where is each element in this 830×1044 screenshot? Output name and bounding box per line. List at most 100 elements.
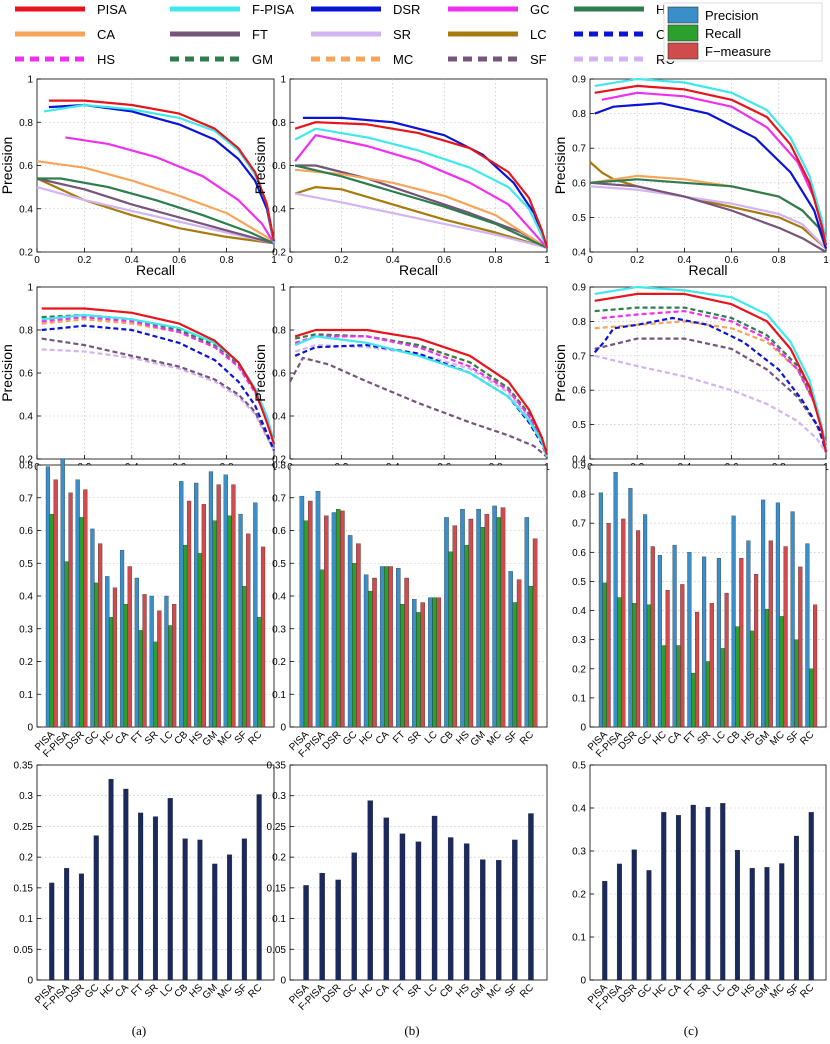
bar-gc-f-measure <box>650 546 655 728</box>
y-tick-label: 0.8 <box>19 461 33 472</box>
category-label: LC <box>423 729 440 746</box>
bar-sf-precision <box>508 571 513 728</box>
chart-pr2a: 0.20.40.60.8100.20.40.60.81RecallPrecisi… <box>0 283 277 486</box>
plot-frame <box>36 78 275 253</box>
bar-mc-recall <box>227 515 232 728</box>
bar-mc-precision <box>492 505 497 728</box>
bar-hc-f-measure <box>665 590 670 728</box>
bar-sr-f-measure <box>709 603 714 728</box>
bar-lc-precision <box>716 558 721 728</box>
series-line-dsr <box>594 102 828 249</box>
legend-label-gc: GC <box>530 2 550 17</box>
category-label: CA <box>374 729 392 747</box>
x-tick-label: 0.8 <box>489 255 503 266</box>
bar-hc-precision <box>363 574 369 728</box>
y-tick-label: 0.4 <box>572 606 586 617</box>
series-line-pisa <box>48 99 276 242</box>
category-label: RC <box>518 982 536 1000</box>
bar-ft-mae <box>399 833 406 981</box>
bar-ca-recall <box>384 566 389 728</box>
y-tick-label: 0.5 <box>572 577 586 588</box>
bar-lc-f-measure <box>172 604 177 728</box>
chart-pr1c: 0.4 0.5 0.6 0.7 0.8 0.9 0 0.2 0.4 0.6 0.8 1 Recall Pr… <box>552 75 829 279</box>
caption-a: (a) <box>132 1023 146 1038</box>
bar-dsr-precision <box>628 488 633 728</box>
bar-gm-precision <box>476 509 481 728</box>
bar-hs-f-measure <box>201 504 206 728</box>
bar-hc-recall <box>368 590 373 728</box>
series-line-gc <box>65 136 275 244</box>
bar-dsr-precision <box>75 479 80 728</box>
bar-cb-f-measure <box>186 500 192 728</box>
category-label: FT <box>391 982 407 998</box>
series-line-sr <box>589 185 827 250</box>
bar-cb-recall <box>183 545 188 728</box>
legend-label-dsr: DSR <box>393 2 420 17</box>
series-line-rc <box>41 348 275 451</box>
bar-ca-mae <box>383 817 390 981</box>
y-tick-label: 0.2 <box>572 890 586 901</box>
series-line-pisa <box>594 84 828 246</box>
bar-sf-f-measure <box>246 533 251 728</box>
y-tick-label: 0.7 <box>272 493 286 504</box>
bar-sr-precision <box>702 556 707 728</box>
bar-gc-precision <box>347 535 353 728</box>
caption-b: (b) <box>404 1023 419 1038</box>
y-tick-label: 0.5 <box>19 559 33 570</box>
y-tick-label: 0.5 <box>572 213 586 224</box>
bar-dsr-recall <box>79 517 84 728</box>
measure-swatch-f-measure <box>667 42 699 60</box>
bar-cb-recall <box>735 626 740 728</box>
series-line-sf <box>289 356 548 458</box>
y-tick-label: 0.2 <box>272 853 286 864</box>
bar-rc-mae <box>808 812 814 981</box>
bar-cb-precision <box>444 517 449 728</box>
bar-f-pisa-precision <box>60 458 65 728</box>
bar-cb-mae <box>182 838 188 981</box>
bar-sf-mae <box>793 835 799 981</box>
bar-hc-mae <box>661 812 667 981</box>
x-tick-label: 0.2 <box>334 255 348 266</box>
x-tick-label: 0.6 <box>437 255 451 266</box>
category-label: LC <box>423 982 440 999</box>
y-tick-label: 0.4 <box>272 412 286 423</box>
bar-ca-precision <box>672 544 677 728</box>
y-tick-label: 0.7 <box>572 144 586 155</box>
y-axis-label: Precision <box>0 344 15 402</box>
category-label: HS <box>454 982 472 1000</box>
bar-pisa-precision <box>598 492 603 728</box>
y-tick-label: 0.1 <box>272 914 286 925</box>
bar-sr-mae <box>152 816 158 981</box>
bar-ca-precision <box>119 549 125 728</box>
x-tick-label: 1 <box>823 255 829 266</box>
bar-dsr-recall <box>632 603 637 728</box>
series-line-hc <box>37 177 275 245</box>
chart-prf-a: 00.10.20.30.40.50.60.70.8PISAF-PISADSRGC… <box>19 458 275 760</box>
y-tick-label: 0.9 <box>572 461 586 472</box>
bar-lc-mae <box>720 803 726 981</box>
category-label: CB <box>438 982 456 1000</box>
y-tick-label: 0 <box>580 976 586 987</box>
y-axis-label: Precision <box>252 137 268 195</box>
bar-lc-f-measure <box>436 597 442 728</box>
y-tick-label: 0.6 <box>572 386 586 397</box>
y-tick-label: 0.4 <box>572 804 586 815</box>
bar-gc-precision <box>643 514 648 728</box>
plot-frame <box>589 78 827 253</box>
bar-rc-f-measure <box>813 604 818 728</box>
bar-dsr-f-measure <box>83 489 88 728</box>
bar-pisa-f-measure <box>606 523 611 728</box>
bar-cb-precision <box>731 515 736 728</box>
chart-panels: 0.20.40.60.810 0.2 0.4 0.6 0.8 1RecallPrecisi… <box>0 75 829 1013</box>
y-axis-label: Precision <box>0 137 15 195</box>
y-tick-label: 0.15 <box>14 883 34 894</box>
bar-gc-precision <box>90 528 95 728</box>
bar-rc-f-measure <box>532 538 538 728</box>
bar-ft-f-measure <box>404 577 409 728</box>
y-tick-label: 0.4 <box>19 592 33 603</box>
bar-cb-f-measure <box>739 558 744 728</box>
bar-ft-recall <box>691 672 696 728</box>
bar-ft-recall <box>138 630 143 728</box>
x-tick-label: 0.2 <box>77 255 91 266</box>
